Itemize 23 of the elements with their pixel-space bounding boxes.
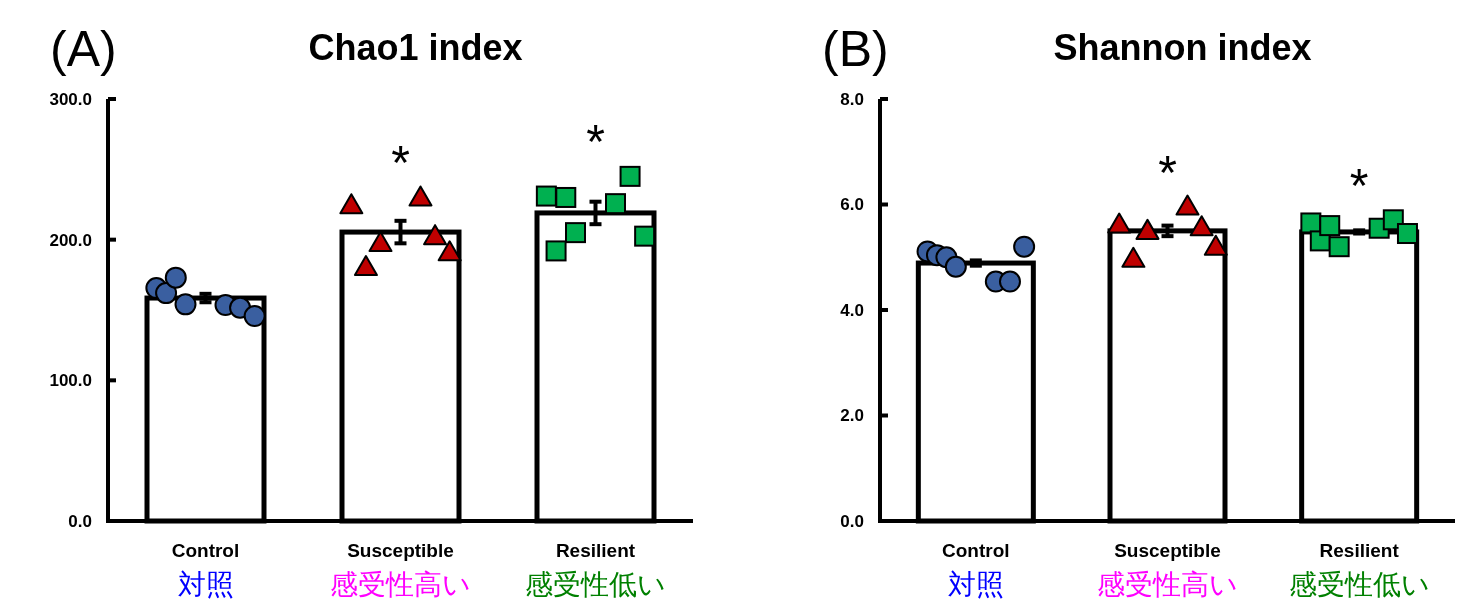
annotation: *	[1158, 145, 1177, 199]
x-tick-label: Resilient 感受性低い	[1288, 540, 1430, 600]
x-tick-label: Susceptible 感受性高い	[1097, 540, 1238, 600]
y-tick-label: 6.0	[840, 195, 864, 215]
annotation: *	[1349, 158, 1369, 212]
y-tick-label: 4.0	[840, 300, 864, 320]
text: (A)	[50, 21, 117, 77]
chart-title: Shannon index	[1053, 27, 1312, 68]
y-tick-label: 2.0	[840, 406, 864, 426]
y-tick-label: 100.0	[49, 371, 92, 391]
x-tick-label: Control 対照	[942, 540, 1010, 600]
y-tick-label: 200.0	[49, 230, 92, 250]
y-tick-label: 8.0	[840, 89, 864, 109]
y-tick-label: 300.0	[49, 89, 92, 109]
chart-title: Chao1 index	[308, 27, 523, 68]
annotation: *	[391, 136, 410, 190]
text: (B)	[822, 21, 889, 77]
annotation: *	[586, 115, 605, 169]
x-tick-label: Susceptible 感受性高い	[330, 540, 471, 600]
x-tick-label: Resilient 感受性低い	[525, 540, 666, 600]
y-tick-label: 0.0	[840, 511, 864, 531]
x-tick-label: Control 対照	[171, 540, 240, 600]
y-tick-label: 0.0	[68, 511, 92, 531]
